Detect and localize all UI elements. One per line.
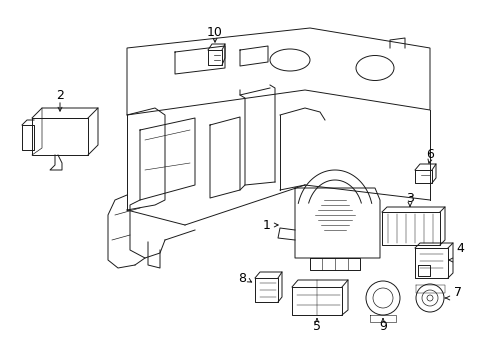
Text: 7: 7 bbox=[453, 285, 461, 298]
Text: 1: 1 bbox=[263, 219, 270, 231]
Text: 6: 6 bbox=[425, 148, 433, 161]
Text: 4: 4 bbox=[455, 242, 463, 255]
Text: 10: 10 bbox=[206, 26, 223, 39]
Text: 3: 3 bbox=[405, 192, 413, 204]
Text: 5: 5 bbox=[312, 320, 320, 333]
Text: 8: 8 bbox=[238, 271, 245, 284]
Text: 9: 9 bbox=[378, 320, 386, 333]
Text: 2: 2 bbox=[56, 89, 64, 102]
